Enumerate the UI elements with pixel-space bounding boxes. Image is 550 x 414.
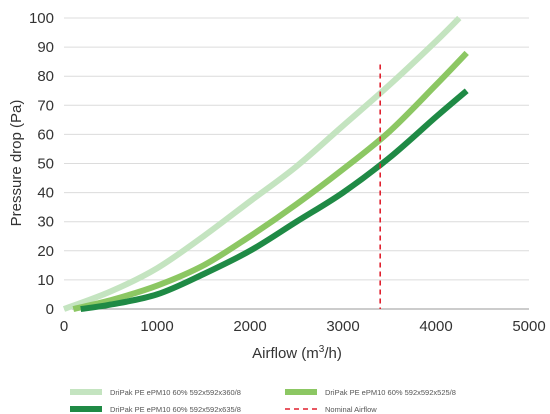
- legend: DriPak PE ePM10 60% 592x592x360/8 DriPak …: [70, 388, 456, 414]
- series-line-3: [80, 88, 469, 312]
- x-axis-title-sup: 3: [319, 344, 325, 355]
- y-tick-label: 10: [37, 272, 54, 289]
- legend-label-4: Nominal Airflow: [325, 405, 377, 414]
- legend-label-1: DriPak PE ePM10 60% 592x592x360/8: [110, 388, 241, 397]
- y-axis-ticks: 0 10 20 30 40 50 60 70 80 90 100: [29, 10, 54, 318]
- x-axis-title-suffix: /h): [324, 345, 342, 362]
- series-lines: [62, 15, 469, 312]
- y-tick-label: 80: [37, 68, 54, 85]
- y-tick-label: 30: [37, 214, 54, 231]
- legend-label-3: DriPak PE ePM10 60% 592x592x635/8: [110, 405, 241, 414]
- x-axis-ticks: 0 1000 2000 3000 4000 5000: [60, 318, 546, 335]
- x-tick-label: 3000: [326, 318, 359, 335]
- x-tick-label: 4000: [419, 318, 452, 335]
- x-axis-title: Airflow (m3/h): [252, 344, 342, 362]
- series-line-1: [62, 15, 462, 312]
- y-tick-label: 40: [37, 185, 54, 202]
- y-tick-label: 70: [37, 97, 54, 114]
- legend-label-2: DriPak PE ePM10 60% 592x592x525/8: [325, 388, 456, 397]
- x-tick-label: 0: [60, 318, 68, 335]
- series-line-2: [72, 50, 469, 312]
- x-tick-label: 1000: [140, 318, 173, 335]
- y-axis-title: Pressure drop (Pa): [8, 100, 25, 227]
- y-tick-label: 100: [29, 10, 54, 27]
- x-tick-label: 2000: [233, 318, 266, 335]
- x-axis-title-prefix: Airflow (m: [252, 345, 319, 362]
- y-tick-label: 90: [37, 39, 54, 56]
- y-tick-label: 20: [37, 243, 54, 260]
- y-tick-label: 60: [37, 126, 54, 143]
- y-tick-label: 50: [37, 156, 54, 173]
- y-tick-label: 0: [46, 301, 54, 318]
- x-tick-label: 5000: [512, 318, 545, 335]
